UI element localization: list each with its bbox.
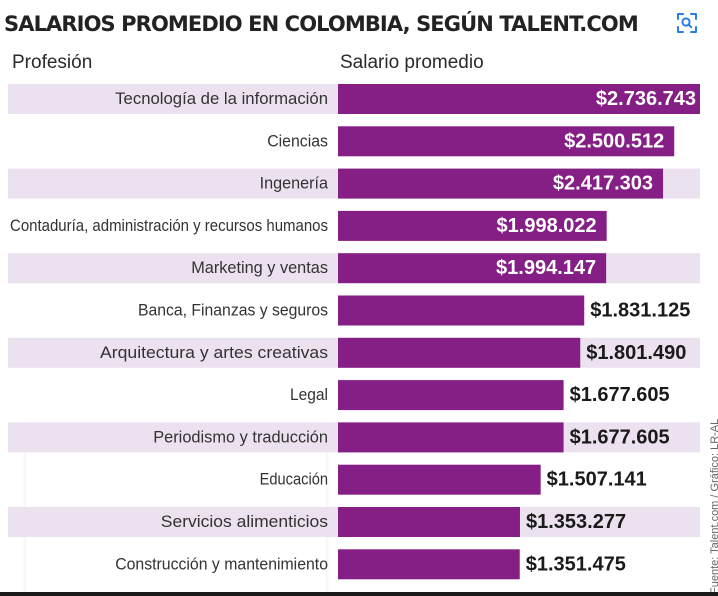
value-label: $1.677.605 [570,426,670,448]
category-label: Legal [290,386,328,404]
category-label: Educación [260,471,328,489]
category-label: Marketing y ventas [191,259,328,277]
image-search-icon[interactable] [676,12,698,34]
bottom-rule [0,592,718,596]
category-label: Ciencias [267,132,328,150]
salary-bar [338,295,585,326]
salary-bar [338,126,675,157]
value-label: $1.351.475 [526,553,626,575]
salary-bar [338,422,564,453]
salary-bar [338,507,520,537]
salary-bar [338,210,607,241]
salary-bar [338,337,581,368]
category-label: Banca, Finanzas y seguros [138,302,328,320]
salary-bar [338,168,664,199]
source-note: Fuente: Talent.com / Gráfico: LR-AL [709,418,718,594]
value-label: $1.353.277 [526,511,626,533]
category-label: Contaduría, administración y recursos hu… [10,217,328,235]
value-label: $1.677.605 [570,384,670,406]
value-label: $2.417.303 [553,173,653,195]
category-label: Periodismo y traducción [153,428,328,446]
category-label: Construcción y mantenimiento [115,555,328,573]
salary-bar [338,549,520,580]
value-label: $2.736.743 [596,88,696,110]
value-label: $1.801.490 [586,342,686,364]
salary-bar [338,380,564,411]
salary-bar [338,464,541,495]
category-label: Arquitectura y artes creativas [100,344,328,362]
salary-bar [338,253,607,284]
category-label: Tecnología de la información [115,90,328,108]
bar-chart: Tecnología de la información $2.736.743 Ci… [8,84,700,580]
chart-title: SALARIOS PROMEDIO EN COLOMBIA, SEGÚN TAL… [4,12,639,36]
value-label: $1.998.022 [497,215,597,237]
value-label: $1.507.141 [547,469,647,491]
salary-header: Salario promedio [340,52,484,73]
category-label: Servicios alimenticios [161,513,328,531]
value-label: $1.831.125 [590,300,690,322]
value-label: $2.500.512 [564,130,664,152]
salary-bar [338,84,700,114]
value-label: $1.994.147 [496,257,596,279]
profession-header: Profesión [12,52,93,73]
category-label: Ingenería [260,175,329,193]
